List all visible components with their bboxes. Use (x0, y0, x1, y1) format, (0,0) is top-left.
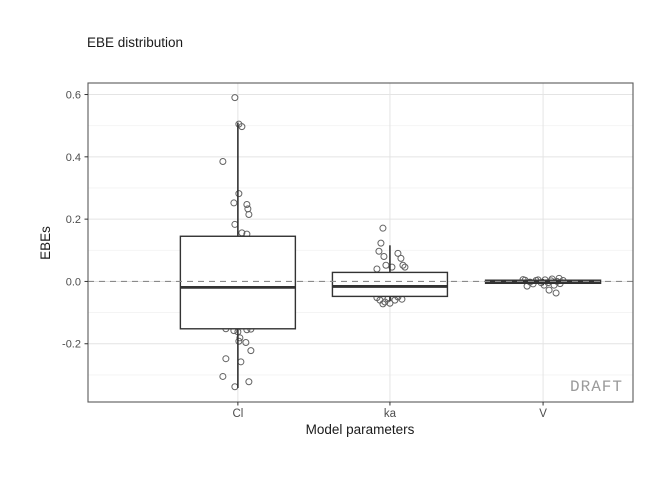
x-axis-title: Model parameters (306, 422, 415, 437)
x-category-label: V (539, 408, 547, 420)
jitter-point (379, 224, 387, 232)
jitter-point (401, 263, 409, 271)
panel-background (88, 83, 633, 402)
jitter-point (247, 347, 255, 355)
jitter-point (219, 372, 227, 380)
box (331, 271, 449, 298)
panel-border (87, 82, 634, 403)
jitter-point (399, 261, 407, 269)
jitter-point (245, 378, 253, 386)
draft-watermark: DRAFT (570, 378, 623, 396)
box (179, 235, 297, 330)
jitter-point (235, 337, 243, 345)
jitter-point (243, 200, 251, 208)
jitter-point (238, 123, 246, 131)
jitter-point (222, 355, 230, 363)
x-axis-ticks (237, 402, 544, 406)
boxplot-Cl (179, 122, 297, 388)
gridlines-minor (88, 125, 633, 376)
jitter-point (397, 254, 405, 262)
jitter-point (245, 210, 253, 218)
jitter-point (552, 289, 560, 297)
jitter-point (235, 190, 243, 198)
y-axis-tick-labels: -0.2 0.0 0.2 0.4 0.6 (62, 90, 81, 351)
chart-labels: EBE distribution EBEs Model parameters D… (38, 35, 623, 437)
boxplot-ka (331, 245, 449, 301)
chart-title: EBE distribution (87, 35, 183, 50)
y-tick-label: 0.6 (66, 90, 81, 102)
jitter-point (380, 253, 388, 261)
jitter-point (375, 247, 383, 255)
y-tick-label: 0.2 (66, 214, 81, 226)
jitter-point (242, 338, 250, 346)
x-axis-tick-labels: Cl ka V (232, 408, 547, 420)
jitter-point (377, 239, 385, 247)
y-axis-title: EBEs (38, 226, 53, 260)
jitter-point (236, 334, 244, 342)
x-category-label: Cl (232, 408, 243, 420)
jitter-point (230, 199, 238, 207)
jitter-point (382, 261, 390, 269)
jitter-point (219, 158, 227, 166)
jitter-point (231, 94, 239, 102)
jitter-point (545, 286, 553, 294)
jitter-point (388, 263, 396, 271)
y-axis-ticks (84, 94, 88, 345)
x-category-label: ka (384, 408, 397, 420)
jitter-point (379, 300, 387, 308)
y-tick-label: 0.4 (66, 152, 81, 164)
jitter-point (394, 249, 402, 257)
y-tick-label: -0.2 (62, 339, 81, 351)
y-tick-label: 0.0 (66, 276, 81, 288)
